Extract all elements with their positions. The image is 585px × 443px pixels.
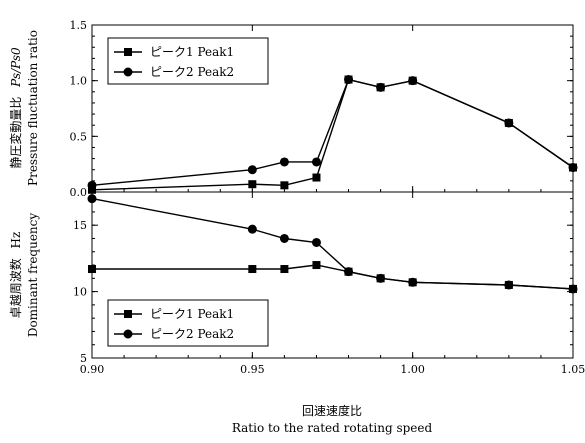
bottom-ylabel-jp: 卓越周波数 Hz (8, 232, 23, 319)
y-tick-label: 10 (73, 286, 87, 299)
bottom-ylabel-unit: Hz (9, 232, 23, 249)
legend-label: ピーク1 Peak1 (150, 45, 234, 59)
legend-marker-circle (123, 329, 133, 339)
legend-label: ピーク1 Peak1 (150, 307, 234, 321)
data-point-circle (87, 180, 97, 190)
data-point-circle (247, 165, 257, 175)
data-point-circle (279, 233, 289, 243)
data-point-square (280, 181, 289, 190)
data-point-circle (568, 163, 578, 173)
xlabel-jp: 回速速度比 (302, 403, 362, 418)
legend-box (107, 299, 269, 347)
series-layer (87, 75, 578, 294)
bottom-ylabel-en: Dominant frequency (26, 213, 40, 338)
y-tick-label: 1.0 (70, 75, 88, 88)
data-point-square (88, 265, 96, 274)
bottom-plot-frame (91, 191, 574, 359)
data-point-circle (279, 157, 289, 167)
data-point-circle (408, 277, 418, 287)
data-point-circle (568, 284, 578, 294)
x-tick-label: 0.95 (240, 363, 265, 376)
legend-layer: ピーク1 Peak1 ピーク2 Peak2 ピーク1 Peak1 ピーク2 Peak2 (107, 37, 269, 347)
legend-box (107, 37, 269, 85)
y-tick-label: 5 (80, 352, 87, 365)
data-point-square (248, 180, 257, 189)
y-tick-label: 0.0 (70, 186, 88, 199)
xlabel-en: Ratio to the rated rotating speed (232, 421, 433, 435)
data-point-circle (311, 237, 321, 247)
top-ylabel-en: Pressure fluctuation ratio (26, 30, 40, 186)
top-ylabel-jp: 静圧変動量比 Ps/Ps0 (8, 47, 23, 169)
legend-marker-circle (123, 67, 133, 77)
data-point-circle (504, 280, 514, 290)
series-line-peak2 (91, 78, 574, 186)
legend-label: ピーク2 Peak2 (150, 65, 234, 79)
data-point-circle (344, 267, 354, 277)
legend-marker-square (124, 310, 132, 318)
series-line-peak1 (91, 78, 574, 191)
x-tick-label: 1.05 (561, 363, 585, 376)
x-tick-label: 1.00 (400, 363, 425, 376)
data-point-circle (408, 76, 418, 86)
series-line-peak2 (91, 197, 574, 290)
data-point-circle (504, 118, 514, 128)
data-point-circle (376, 273, 386, 283)
data-point-square (248, 265, 257, 274)
y-tick-label: 0.5 (70, 130, 88, 143)
data-point-circle (376, 82, 386, 92)
data-point-circle (344, 75, 354, 85)
data-point-square (312, 173, 321, 182)
x-tick-label: 0.90 (80, 363, 105, 376)
legend-label: ピーク2 Peak2 (150, 327, 234, 341)
y-tick-label: 15 (73, 219, 87, 232)
top-ylabel-jp-text: 静圧変動量比 (8, 97, 23, 169)
y-tick-label: 1.5 (70, 19, 88, 32)
top-ylabel-symbol: Ps/Ps0 (9, 47, 23, 88)
data-point-circle (247, 224, 257, 234)
data-point-circle (311, 157, 321, 167)
legend-marker-square (124, 48, 132, 56)
data-point-circle (87, 194, 97, 204)
bottom-ylabel-jp-text: 卓越周波数 (8, 258, 23, 318)
data-point-square (312, 261, 321, 270)
data-point-square (280, 265, 289, 274)
